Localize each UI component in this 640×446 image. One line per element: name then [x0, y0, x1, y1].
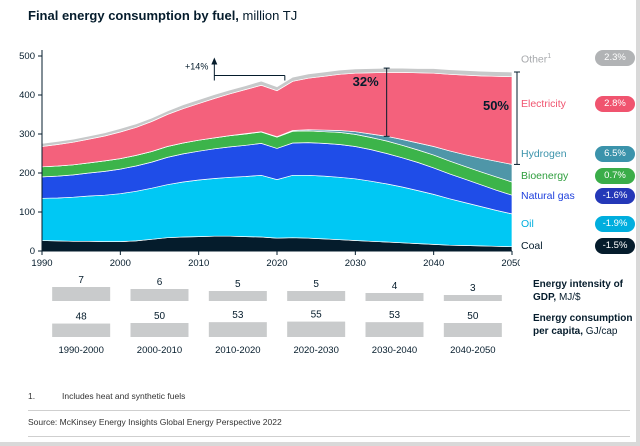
- capita-axis-label: Energy consumption per capita, GJ/cap: [533, 313, 637, 338]
- capita-bar: [287, 321, 346, 337]
- growth-badge: -1.9%: [595, 216, 635, 232]
- legend-item-natural-gas: Natural gas -1.6%: [521, 188, 635, 204]
- intensity-value: 6: [157, 277, 163, 288]
- x-tick-label: 2030: [345, 258, 366, 269]
- legend-item-other: Other1 2.3%: [521, 50, 635, 66]
- legend-item-oil: Oil -1.9%: [521, 216, 635, 232]
- intensity-axis-label-bold: Energy intensity of GDP,: [533, 279, 624, 303]
- y-tick-label: 500: [19, 51, 35, 62]
- period-label: 1990-2000: [58, 345, 103, 356]
- intensity-value: 7: [78, 275, 84, 286]
- capita-value: 53: [389, 310, 401, 321]
- capita-value: 50: [467, 311, 479, 322]
- period-label: 2000-2010: [137, 345, 182, 356]
- intensity-value: 4: [392, 281, 398, 292]
- capita-bar: [443, 323, 502, 337]
- y-tick-label: 0: [30, 246, 35, 257]
- footnote-number: 1.: [28, 391, 36, 401]
- period-label: 2020-2030: [293, 345, 338, 356]
- period-label: 2040-2050: [450, 345, 495, 356]
- y-tick-label: 400: [19, 90, 35, 101]
- page-title: Final energy consumption by fuel, millio…: [28, 8, 297, 23]
- legend-item-coal: Coal -1.5%: [521, 238, 635, 254]
- source-divider-bottom: [28, 436, 630, 437]
- x-tick-label: 2000: [110, 258, 131, 269]
- footnote-text: Includes heat and synthetic fuels: [62, 391, 186, 401]
- growth-label: +14%: [185, 62, 208, 72]
- intensity-bar: [287, 291, 346, 301]
- source-line: Source: McKinsey Energy Insights Global …: [28, 417, 282, 427]
- period-bar-charts: 7481990-20006502000-20105532010-20205552…: [52, 275, 502, 356]
- legend-label: Oil: [521, 217, 534, 230]
- page-title-unit: million TJ: [238, 8, 298, 23]
- legend-item-hydrogen: Hydrogen 6.5%: [521, 146, 635, 162]
- area-other: [41, 67, 513, 147]
- capita-value: 48: [76, 312, 88, 323]
- period-label: 2030-2040: [372, 345, 417, 356]
- capita-bar: [130, 323, 189, 337]
- growth-badge: -1.6%: [595, 188, 635, 204]
- y-tick-label: 100: [19, 207, 35, 218]
- y-tick-label: 300: [19, 129, 35, 140]
- capita-axis-label-bold: Energy consumption per capita,: [533, 313, 633, 337]
- growth-badge: 2.3%: [595, 50, 635, 66]
- legend-label: Electricity: [521, 97, 566, 110]
- growth-arrow-head: [211, 57, 218, 65]
- legend-label: Coal: [521, 239, 543, 252]
- legend-item-bioenergy: Bioenergy 0.7%: [521, 168, 635, 184]
- growth-badge: -1.5%: [595, 238, 635, 254]
- intensity-axis-label-unit: MJ/$: [556, 291, 581, 303]
- x-tick-label: 2020: [266, 258, 287, 269]
- legend-label: Hydrogen: [521, 147, 567, 160]
- intensity-axis-label: Energy intensity of GDP, MJ/$: [533, 279, 637, 304]
- intensity-bar: [130, 289, 189, 301]
- share-label: 50%: [483, 98, 509, 113]
- source-divider-top: [28, 410, 630, 411]
- x-tick-label: 2040: [423, 258, 444, 269]
- legend-label: Natural gas: [521, 189, 575, 202]
- stacked-area-chart: 0 100 200 300 400 500 1990 2000 2010 2020 2030 2040…: [19, 50, 520, 269]
- footnote: 1. Includes heat and synthetic fuels: [28, 391, 185, 401]
- capita-bar: [52, 323, 111, 337]
- growth-badge: 6.5%: [595, 146, 635, 162]
- intensity-bar: [443, 295, 502, 301]
- legend-item-electricity: Electricity 2.8%: [521, 96, 635, 112]
- intensity-value: 3: [470, 283, 476, 294]
- page-title-main: Final energy consumption by fuel,: [28, 8, 239, 23]
- intensity-bar: [52, 287, 111, 301]
- legend-label: Bioenergy: [521, 169, 569, 182]
- y-tick-label: 200: [19, 168, 35, 179]
- growth-badge: 0.7%: [595, 168, 635, 184]
- intensity-value: 5: [235, 279, 241, 290]
- capita-value: 50: [154, 311, 166, 322]
- capita-value: 53: [232, 310, 244, 321]
- period-label: 2010-2020: [215, 345, 260, 356]
- capita-bar: [365, 322, 424, 337]
- x-tick-label: 1990: [31, 258, 52, 269]
- intensity-bar: [365, 293, 424, 301]
- share-label: 32%: [353, 74, 379, 89]
- intensity-value: 5: [313, 279, 319, 290]
- x-tick-label: 2010: [188, 258, 209, 269]
- x-tick-label: 2050: [501, 258, 520, 269]
- capita-value: 55: [311, 310, 323, 321]
- legend-label: Other1: [521, 52, 552, 66]
- intensity-bar: [208, 291, 267, 301]
- legend: Other1 2.3% Electricity 2.8% Hydrogen 6.5% Bio…: [521, 26, 635, 258]
- capita-axis-label-unit: GJ/cap: [583, 325, 618, 337]
- capita-bar: [208, 322, 267, 337]
- growth-badge: 2.8%: [595, 96, 635, 112]
